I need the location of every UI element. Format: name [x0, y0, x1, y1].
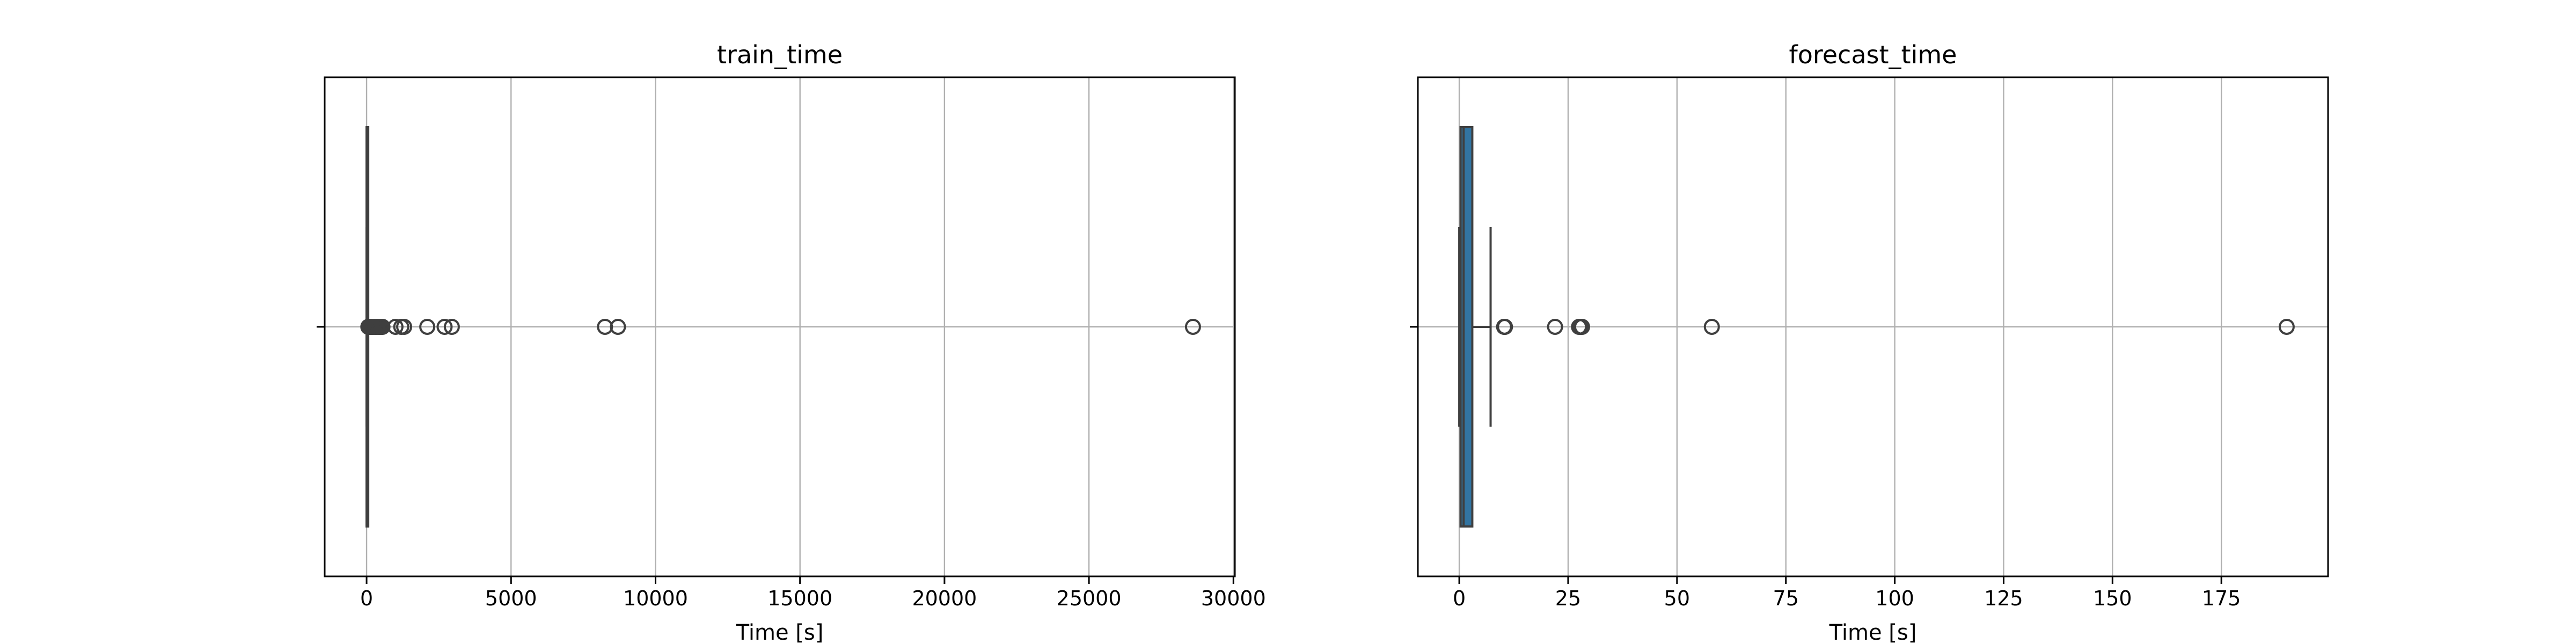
train-time-x-tick-label: 10000: [623, 587, 688, 610]
forecast-time-outlier: [1703, 319, 1720, 335]
train-time-x-tick-label: 20000: [912, 587, 977, 610]
forecast-time-panel: forecast_time 0 25 50 75 100 125 150 175 Time […: [1410, 40, 2329, 644]
train-time-outlier: [419, 319, 436, 335]
train-time-x-ticks: 0 5000 10000 15000 20000 25000 30000: [360, 576, 1266, 610]
train-time-outlier: [1184, 319, 1201, 335]
train-time-grid: [325, 77, 1235, 576]
forecast-time-outlier: [1497, 319, 1513, 335]
train-time-outliers: [360, 319, 1201, 335]
forecast-time-outliers: [1496, 319, 2295, 335]
forecast-time-box: [1459, 126, 1474, 528]
train-time-x-tick-label: 5000: [485, 587, 537, 610]
forecast-time-outlier: [1547, 319, 1563, 335]
train-time-title: train_time: [717, 40, 843, 69]
train-time-outlier: [396, 319, 413, 335]
train-time-outlier: [436, 319, 453, 335]
forecast-time-grid: [1418, 77, 2328, 576]
forecast-time-x-tick-label: 0: [1453, 587, 1466, 610]
forecast-time-x-tick-label: 25: [1555, 587, 1581, 610]
forecast-time-boxplot: [1458, 126, 1492, 528]
train-time-outlier: [387, 319, 404, 335]
forecast-time-xlabel: Time [s]: [1829, 620, 1917, 644]
train-time-x-tick-label: 15000: [767, 587, 832, 610]
train-time-panel: train_time 0 5000 10000 15000 20000 25000 3000…: [317, 40, 1266, 644]
train-time-xlabel: Time [s]: [736, 620, 824, 644]
forecast-time-x-tick-label: 125: [1984, 587, 2023, 610]
forecast-time-x-tick-label: 150: [2093, 587, 2132, 610]
forecast-time-x-tick-label: 175: [2202, 587, 2241, 610]
forecast-time-x-tick-label: 100: [1875, 587, 1914, 610]
forecast-time-outlier: [2278, 319, 2295, 335]
forecast-time-x-tick-label: 75: [1773, 587, 1799, 610]
train-time-x-tick-label: 0: [360, 587, 373, 610]
forecast-time-title: forecast_time: [1789, 40, 1957, 69]
train-time-outlier: [610, 319, 626, 335]
forecast-time-outlier: [1574, 319, 1590, 335]
train-time-x-tick-label: 30000: [1201, 587, 1266, 610]
train-time-x-tick-label: 25000: [1057, 587, 1122, 610]
train-time-outlier: [443, 319, 460, 335]
forecast-time-x-ticks: 0 25 50 75 100 125 150 175: [1453, 576, 2241, 610]
forecast-time-x-tick-label: 50: [1664, 587, 1690, 610]
